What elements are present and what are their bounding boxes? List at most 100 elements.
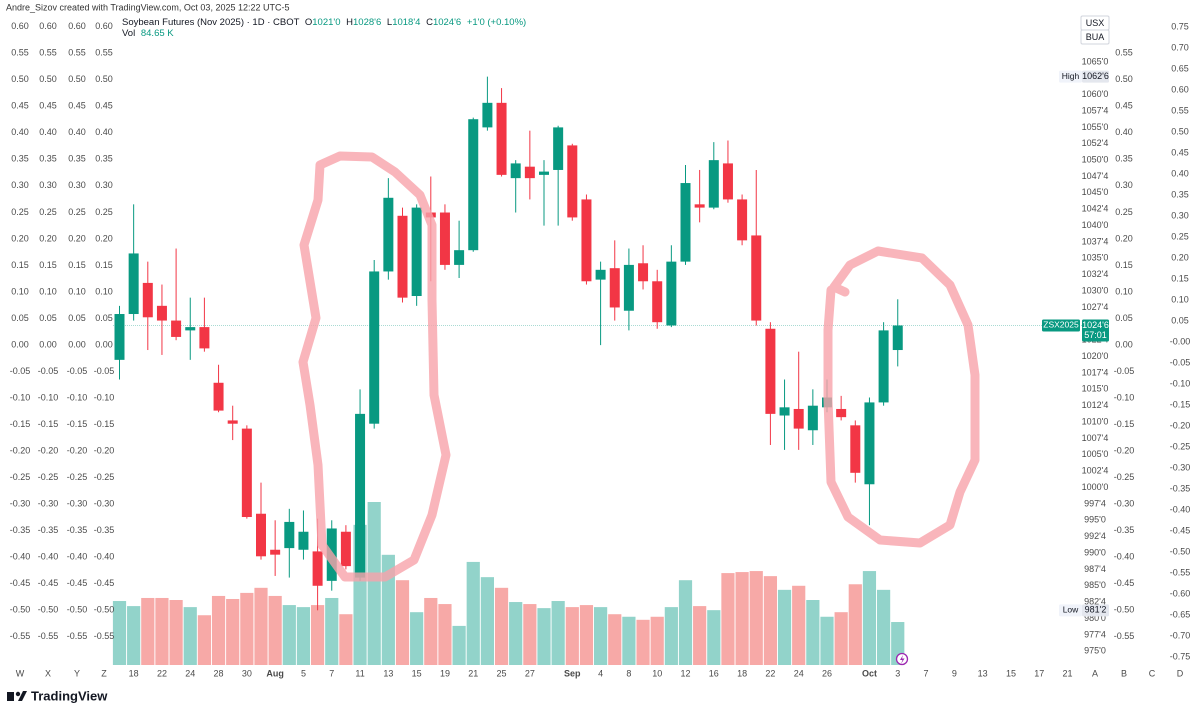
y-tick-label: 1015'0 [1082,384,1109,394]
candle-body [694,204,705,208]
overlay-tick-label: -0.35 [67,525,88,535]
legend: Soybean Futures (Nov 2025) · 1D · CBOT O… [122,17,526,28]
overlay-tick-label: 0.05 [11,313,29,323]
overlay-tick-label: 0.30 [1171,210,1189,220]
candle-body [496,102,507,175]
y-tick-label: 1047'4 [1082,171,1109,181]
tag-box [1082,70,1109,83]
overlay-tick-label: 0.25 [39,207,57,217]
tag-box [1042,319,1080,332]
overlay-tick-label: 0.15 [11,260,29,270]
x-tick-label: 4 [598,668,603,678]
overlay-tick-label: 0.55 [68,48,86,58]
overlay-tick-label: -0.40 [94,552,115,562]
overlay-tick-label: 0.35 [68,154,86,164]
y-tick-label: 1060'0 [1082,89,1109,99]
overlay-tick-label: 0.10 [1115,286,1133,296]
overlay-tick-label: -0.40 [1170,504,1191,514]
overlay-tick-label: 0.05 [68,313,86,323]
overlay-tick-label: -0.20 [94,445,115,455]
brand-logo: TradingView [7,688,108,703]
overlay-tick-label: 0.25 [1115,207,1133,217]
y-tick-label: 987'4 [1084,564,1106,574]
volume-bar [664,607,678,665]
x-tick-label: 12 [680,668,690,678]
overlay-tick-label: -0.40 [38,552,59,562]
overlay-tick-label: 0.40 [11,127,29,137]
overlay-tick-label: 0.50 [95,74,113,84]
candle-body [779,407,790,416]
candle-body [751,235,762,321]
overlay-tick-label: -0.10 [38,392,59,402]
x-tick-label: 17 [1034,668,1044,678]
candle-body [454,250,465,265]
volume-bar [707,610,721,665]
overlay-tick-label: -0.25 [1114,472,1135,482]
y-tick-label: 1045'0 [1082,187,1109,197]
overlay-tick-label: 0.50 [1171,126,1189,136]
candle-body [864,402,875,485]
overlay-tick-label: -0.20 [67,445,88,455]
overlay-tick-label: 0.30 [1115,180,1133,190]
overlay-tick-label: -0.30 [67,498,88,508]
overlay-tick-label: 0.45 [95,101,113,111]
y-tick-label: 1052'4 [1082,138,1109,148]
tag-box [1059,604,1082,617]
y-tick-label: 985'0 [1084,580,1106,590]
overlay-tick-label: -0.40 [10,552,31,562]
volume-legend: Vol 84.65 K [122,28,174,39]
overlay-tick-label: 0.15 [39,260,57,270]
x-tick-label: 15 [412,668,422,678]
overlay-tick-label: 0.60 [11,21,29,31]
volume-bar [410,612,424,665]
volume-bar [480,577,494,665]
y-tick-label: 975'0 [1084,646,1106,656]
y-tick-label: 1032'4 [1082,269,1109,279]
logo-mark [7,692,14,701]
scale-name: W [16,668,25,678]
overlay-tick-label: 0.10 [11,286,29,296]
overlay-tick-label: 0.50 [68,74,86,84]
overlay-tick-label: -0.50 [1170,546,1191,556]
volume-bar [112,601,127,665]
hl-name: High [1062,71,1080,81]
volume-bar [523,604,537,665]
y-tick-label: 1027'4 [1082,302,1109,312]
overlay-tick-label: 0.00 [95,339,113,349]
candle-body [298,531,309,550]
countdown: 57:01 [1084,330,1107,340]
candle-body [553,127,564,170]
y-tick-label: 977'4 [1084,629,1106,639]
volume-bar [834,612,848,665]
volume-bar [579,605,594,665]
candle-body [199,327,210,349]
x-tick-label: 24 [794,668,804,678]
y-tick-label: 982'4 [1084,597,1106,607]
ohlc-value: 1024'6 [433,17,461,28]
overlay-tick-label: -0.55 [1170,567,1191,577]
x-tick-label: 25 [497,668,507,678]
overlay-tick-label: -0.00 [1170,336,1191,346]
volume-bar [466,561,480,665]
overlay-tick-label: -0.65 [1170,609,1191,619]
scale-name: B [1121,668,1127,678]
candle-body [185,327,196,331]
overlay-tick-label: -0.55 [67,631,88,641]
overlay-tick-label: 0.65 [1171,63,1189,73]
candle-body [623,264,634,311]
candle-body [722,163,733,200]
y-tick-label: 1042'4 [1082,204,1109,214]
volume-bar [693,606,707,665]
overlay-tick-label: -0.30 [1170,462,1191,472]
candle-body [680,183,691,262]
volume-bar [792,585,806,665]
candle-body [737,199,748,241]
volume-bar [141,597,155,665]
overlay-tick-label: 0.40 [1115,127,1133,137]
x-tick-label: 5 [301,668,306,678]
volume-bar [311,605,325,665]
volume-bar [565,607,579,665]
y-tick-label: 1002'4 [1082,466,1109,476]
overlay-tick-label: 0.50 [1115,74,1133,84]
y-tick-label: 1037'4 [1082,236,1109,246]
